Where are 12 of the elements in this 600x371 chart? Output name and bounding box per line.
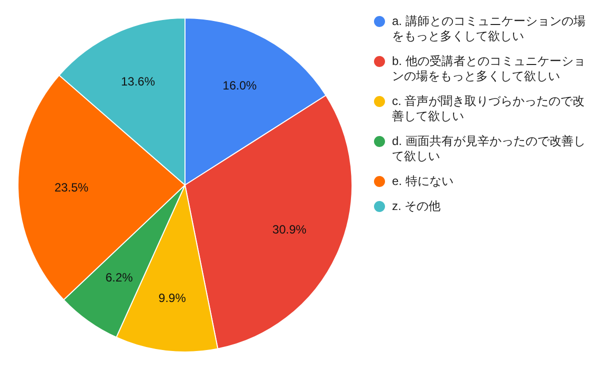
data-label: 13.6%: [120, 74, 156, 89]
legend-label: z. その他: [391, 199, 442, 214]
data-label: 16.0%: [222, 78, 257, 92]
legend-label: b. 他の受講者とのコミュニケーションの場をもっと多くして欲しい: [391, 54, 586, 84]
legend-label: a. 講師とのコミュニケーションの場をもっと多くして欲しい: [391, 14, 586, 44]
data-label: 6.2%: [105, 270, 134, 285]
legend-label: c. 音声が聞き取りづらかったので改善して欲しい: [391, 94, 586, 124]
data-label: 23.5%: [54, 180, 89, 194]
data-label: 9.9%: [158, 290, 186, 305]
legend-label: e. 特にない: [391, 174, 454, 189]
legend-label: d. 画面共有が見辛かったので改善して欲しい: [391, 134, 586, 164]
data-label: 30.9%: [272, 222, 307, 237]
